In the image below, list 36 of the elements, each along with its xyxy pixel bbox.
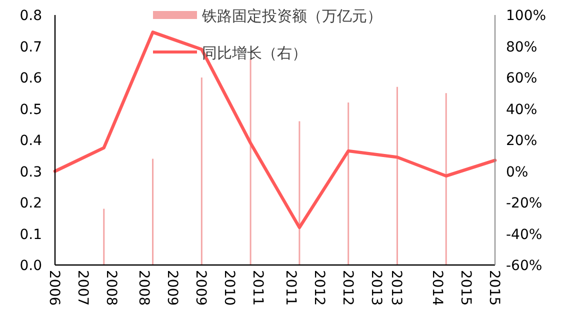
y2-tick-label: 80% [506,39,538,56]
y2-tick-label: 60% [506,70,538,86]
y2-tick-label: 20% [506,133,538,149]
y2-tick-label: 40% [506,102,538,118]
y-tick-label: 0.2 [20,196,42,212]
x-tick-label: 2006 [46,270,62,306]
x-tick-label: 2009 [192,270,209,306]
y-tick-label: 0.1 [20,226,42,243]
x-tick-label: 2008 [136,270,152,306]
x-tick-label: 2009 [164,270,180,306]
x-tick-label: 2015 [486,270,502,306]
x-tick-label: 2014 [428,270,445,306]
y-tick-label: 0.4 [20,133,42,149]
line-series [53,30,497,230]
y-tick-label: 0.7 [20,39,42,56]
y2-tick-label: 100% [506,8,546,24]
y2-tick-label: 0% [506,164,528,180]
x-tick-label: 2012 [310,270,327,306]
legend-label: 铁路固定投资额（万亿元） [201,7,382,25]
y-tick-label: 0.8 [20,8,42,24]
x-tick-label: 2007 [74,270,91,306]
y-tick-label: 0.6 [20,70,42,86]
y-tick-label: 0.5 [20,102,42,118]
x-tick-label: 2015 [457,270,474,306]
x-tick-label: 2013 [388,270,404,306]
x-tick-label: 2010 [221,270,238,306]
y2-tick-label: -20% [506,196,542,212]
y2-tick-label: -60% [506,258,542,274]
y-tick-label: 0.0 [20,258,42,274]
x-tick-label: 2011 [282,270,298,306]
y-tick-label: 0.3 [20,164,42,180]
x-tick-label: 2011 [250,270,266,306]
x-tick-label: 2008 [103,270,120,306]
x-tick-label: 2012 [339,270,356,306]
x-tick-label: 2013 [368,270,384,306]
y2-tick-label: -40% [506,226,542,243]
